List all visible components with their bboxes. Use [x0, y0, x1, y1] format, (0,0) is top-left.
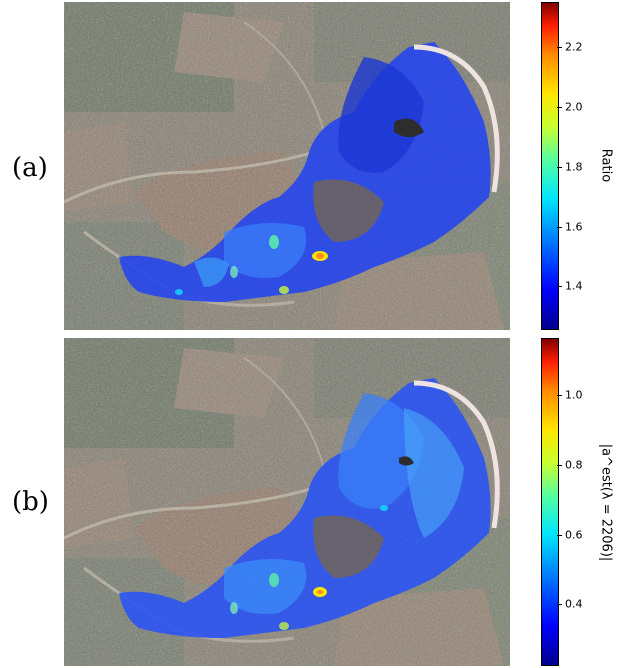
colorbar-b-ticklabel: 0.6 — [565, 528, 583, 542]
colorbar-a-tick — [557, 227, 562, 228]
panel-label-b: (b) — [12, 487, 49, 517]
colorbar-a — [541, 2, 559, 330]
colorbar-b-tick — [557, 604, 562, 605]
colorbar-a-tick — [557, 167, 562, 168]
satellite-map-a — [64, 2, 510, 330]
colorbar-b-tick — [557, 535, 562, 536]
colorbar-a-ticklabel: 1.6 — [565, 220, 583, 234]
colorbar-b — [541, 338, 559, 666]
colorbar-b-ticklabel: 0.4 — [565, 597, 583, 611]
colorbar-b-ticklabel: 1.0 — [565, 388, 583, 402]
colorbar-a-tick — [557, 107, 562, 108]
colorbar-b-tick — [557, 395, 562, 396]
colorbar-a-ticklabel: 1.8 — [565, 160, 583, 174]
colorbar-a-tick — [557, 47, 562, 48]
colorbar-a-ticklabel: 1.4 — [565, 279, 583, 293]
panel-label-a: (a) — [12, 153, 48, 183]
amplitude-overlay-map — [64, 338, 510, 666]
ratio-overlay-map — [64, 2, 510, 330]
colorbar-b-tick — [557, 465, 562, 466]
colorbar-b-title: |a^est(λ = 2206)| — [598, 443, 614, 562]
colorbar-b-ticklabel: 0.8 — [565, 458, 583, 472]
colorbar-a-title: Ratio — [598, 148, 614, 183]
colorbar-a-ticklabel: 2.2 — [565, 40, 583, 54]
colorbar-a-ticklabel: 2.0 — [565, 100, 583, 114]
colorbar-a-tick — [557, 286, 562, 287]
satellite-map-b — [64, 338, 510, 666]
